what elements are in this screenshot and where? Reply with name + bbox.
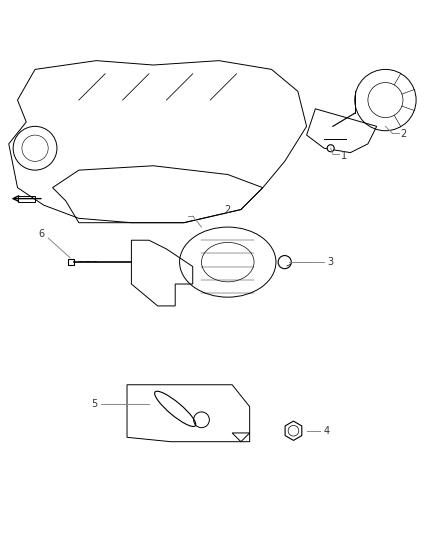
Text: 6: 6 [39,229,45,239]
Text: 2: 2 [225,205,231,215]
Text: 1: 1 [341,151,347,161]
Text: 2: 2 [400,129,406,139]
Text: 3: 3 [328,257,334,267]
Circle shape [327,145,334,152]
Text: 4: 4 [323,426,329,436]
Text: 5: 5 [91,399,97,409]
